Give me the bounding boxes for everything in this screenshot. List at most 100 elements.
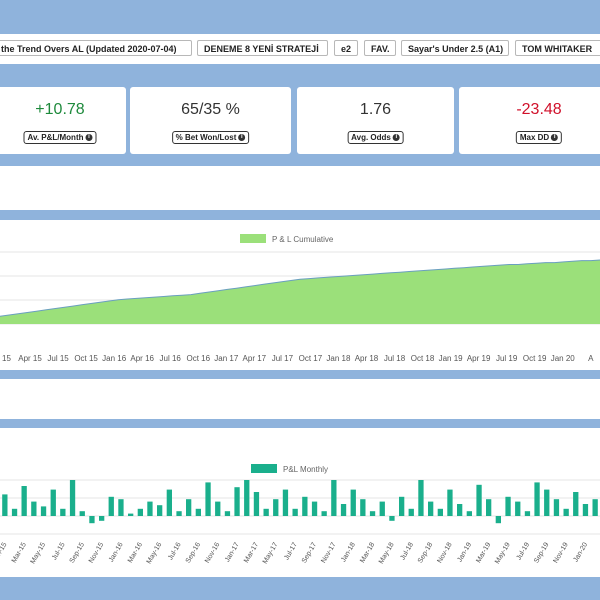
monthly-bar: [40, 506, 47, 516]
x-tick-label: Jan-16: [108, 541, 125, 563]
strategy-tab[interactable]: Sayar's Under 2.5 (A1): [401, 40, 509, 56]
stat-label[interactable]: Av. P&L/Month i: [23, 131, 97, 144]
monthly-bar: [128, 513, 134, 516]
monthly-bar: [340, 504, 347, 516]
cumulative-line: [0, 259, 600, 317]
x-tick-label: Apr 15: [18, 354, 42, 363]
monthly-bar: [31, 501, 37, 516]
x-tick-label: May-19: [494, 541, 512, 565]
monthly-bar: [186, 499, 192, 516]
stat-card-max-dd: -23.48 Max DD i: [459, 87, 600, 154]
monthly-bar: [486, 499, 492, 516]
x-tick-label: Jul-15: [51, 541, 67, 561]
monthly-bar: [321, 511, 327, 516]
monthly-bar: [447, 489, 453, 516]
monthly-bar: [563, 508, 569, 516]
x-tick-label: Jan-20: [572, 541, 589, 563]
x-tick-label: Sep-16: [185, 541, 202, 564]
x-tick-label: Jan-15: [0, 541, 9, 563]
x-tick-label: Oct 17: [299, 354, 323, 363]
strategy-tab[interactable]: e2: [334, 40, 358, 56]
monthly-bar: [89, 516, 95, 524]
stat-card-bet-won-lost: 65/35 % % Bet Won/Lost i: [130, 87, 291, 154]
x-tick-label: Jul-18: [399, 541, 415, 561]
monthly-bar: [437, 508, 443, 516]
stat-value: 65/35 %: [181, 101, 240, 118]
monthly-bar: [495, 516, 501, 524]
x-tick-label: Jan-18: [340, 541, 357, 563]
monthly-bar: [476, 484, 482, 516]
monthly-bar: [379, 501, 385, 516]
stat-label[interactable]: Avg. Odds i: [347, 131, 404, 144]
monthly-bar: [399, 496, 405, 516]
monthly-bar: [195, 508, 201, 516]
monthly-bar: [524, 511, 531, 516]
monthly-bar: [369, 511, 376, 516]
x-tick-label: Jul 17: [272, 354, 294, 363]
monthly-bar: [234, 487, 240, 516]
monthly-bar: [282, 489, 289, 516]
x-tick-label: Jan 17: [214, 354, 239, 363]
monthly-bar: [205, 482, 211, 516]
monthly-bar: [147, 501, 153, 516]
x-tick-label: A: [588, 354, 594, 363]
monthly-bar: [534, 482, 540, 516]
x-tick-label: May-16: [146, 541, 164, 565]
x-tick-label: Jan 16: [102, 354, 127, 363]
monthly-bar: [21, 486, 27, 516]
monthly-bar: [224, 511, 231, 516]
monthly-bar: [166, 489, 172, 516]
monthly-legend-label: P&L Monthly: [283, 465, 328, 474]
blank-panel: [0, 166, 600, 210]
x-tick-label: Sep-15: [69, 541, 86, 564]
x-tick-label: Oct 15: [74, 354, 98, 363]
strategy-tab[interactable]: DENEME 8 YENİ STRATEJİ: [197, 40, 328, 56]
monthly-bar: [428, 501, 434, 516]
monthly-bar: [244, 480, 250, 516]
monthly-bar: [273, 499, 279, 516]
x-tick-label: Jan 18: [326, 354, 351, 363]
x-tick-label: Apr 16: [130, 354, 154, 363]
monthly-bar: [573, 492, 579, 516]
x-tick-label: Mar-19: [475, 541, 492, 564]
strategy-tab[interactable]: FAV.: [364, 40, 396, 56]
monthly-bar: [515, 501, 521, 516]
monthly-bar: [389, 516, 395, 521]
stat-card-avg-pl-month: +10.78 Av. P&L/Month i: [0, 87, 126, 154]
x-tick-label: May-18: [378, 541, 396, 565]
monthly-bar: [157, 505, 163, 516]
info-icon: i: [85, 134, 93, 142]
monthly-bar: [582, 504, 589, 516]
strategy-tab[interactable]: the Trend Overs AL (Updated 2020-07-04): [0, 40, 192, 56]
monthly-bar: [466, 511, 472, 516]
x-tick-label: Jul 15: [47, 354, 69, 363]
x-tick-label: Oct 18: [411, 354, 435, 363]
monthly-bar: [99, 516, 105, 521]
monthly-bar: [118, 499, 124, 516]
x-tick-label: Oct 19: [523, 354, 547, 363]
x-tick-label: Jul-19: [516, 541, 532, 561]
stat-label[interactable]: Max DD i: [515, 131, 563, 144]
x-tick-label: Jan-19: [456, 541, 473, 563]
monthly-bar: [457, 504, 463, 516]
monthly-pl-chart: P&L Monthly Jan-15 Mar-15 May-15 Jul-15 Sep-…: [0, 464, 600, 565]
x-tick-label: Nov-17: [320, 541, 337, 564]
x-tick-label: Nov-19: [552, 541, 569, 564]
monthly-bar: [137, 508, 143, 516]
monthly-bar: [79, 511, 85, 516]
x-tick-label: Mar-16: [127, 541, 144, 564]
x-tick-label: Jul 18: [384, 354, 406, 363]
x-tick-label: Jan 20: [551, 354, 576, 363]
cumulative-legend-swatch: [240, 234, 266, 243]
x-tick-label: Oct 16: [186, 354, 210, 363]
blank-panel: [0, 379, 600, 419]
x-tick-label: Jul 19: [496, 354, 518, 363]
monthly-bar: [553, 499, 560, 516]
x-tick-label: Apr 18: [355, 354, 379, 363]
monthly-bar: [176, 511, 182, 516]
stat-label[interactable]: % Bet Won/Lost i: [171, 131, 250, 144]
monthly-bar: [69, 480, 76, 516]
stat-value: +10.78: [35, 101, 85, 118]
strategy-tab[interactable]: TOM WHITAKER: [515, 40, 600, 56]
monthly-bar: [108, 496, 114, 516]
